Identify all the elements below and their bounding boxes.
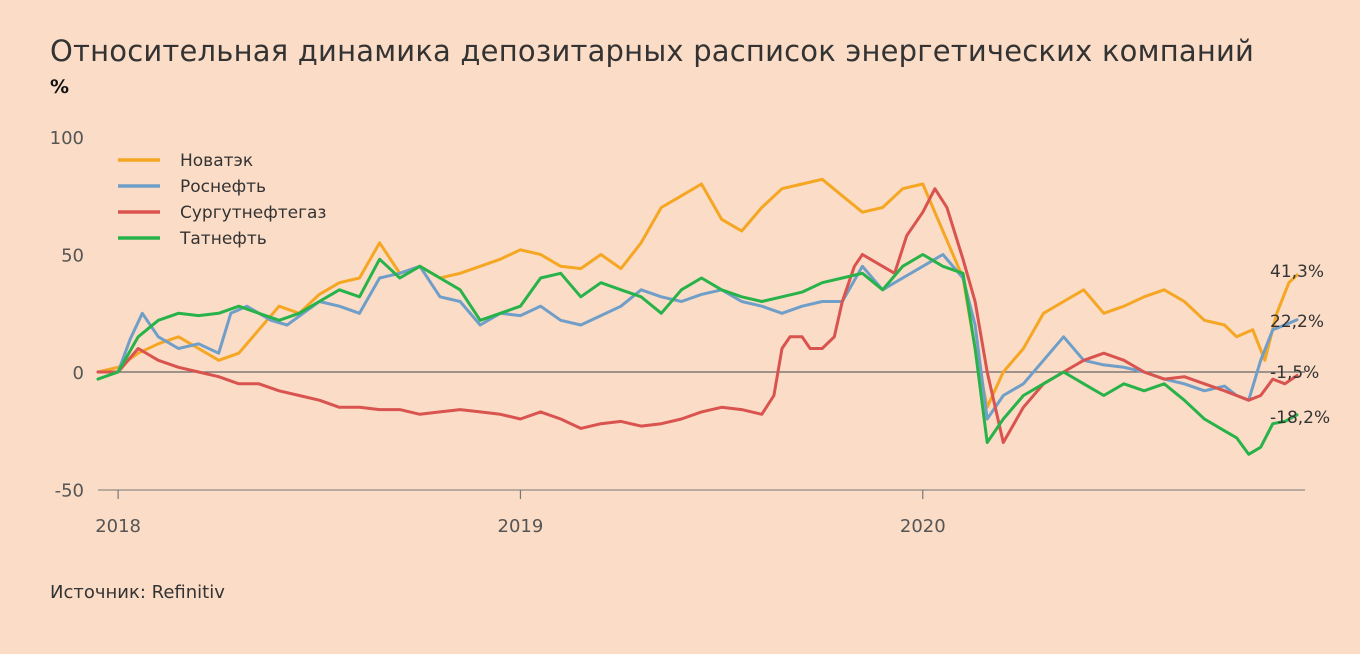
end-value-label: -1,5% bbox=[1270, 363, 1319, 383]
legend-label: Роснефть bbox=[180, 177, 266, 197]
legend-label: Сургутнефтегаз bbox=[180, 203, 326, 223]
x-tick-label: 2018 bbox=[95, 516, 141, 537]
series-line-3 bbox=[96, 187, 1299, 444]
legend: Новатэк Роснефть Сургутнефтегаз Татнефть bbox=[118, 151, 326, 249]
unit-label: % bbox=[50, 76, 70, 98]
end-labels: 41,3% 22,2% -1,5% -18,2% bbox=[1270, 262, 1330, 428]
x-tick-label: 2019 bbox=[498, 516, 544, 537]
series-line-1 bbox=[96, 177, 1299, 409]
series-line-4 bbox=[96, 253, 1299, 456]
end-value-label: 41,3% bbox=[1270, 262, 1324, 282]
source-note: Источник: Refinitiv bbox=[50, 582, 225, 603]
y-tick-label: -50 bbox=[55, 481, 84, 502]
y-tick-label: 50 bbox=[61, 246, 84, 267]
y-tick-label: 100 bbox=[50, 128, 84, 149]
series-line-2 bbox=[96, 253, 1299, 421]
y-tick-label: 0 bbox=[73, 363, 84, 384]
legend-label: Новатэк bbox=[180, 151, 253, 171]
chart-title: Относительная динамика депозитарных расп… bbox=[50, 34, 1255, 68]
x-tick-label: 2020 bbox=[900, 516, 946, 537]
legend-label: Татнефть bbox=[179, 229, 267, 249]
series-lines bbox=[96, 177, 1299, 456]
grid-layer: 100 50 0 -50 2018 2019 2020 bbox=[50, 128, 1305, 537]
end-value-label: -18,2% bbox=[1270, 408, 1330, 428]
end-value-label: 22,2% bbox=[1270, 312, 1324, 332]
